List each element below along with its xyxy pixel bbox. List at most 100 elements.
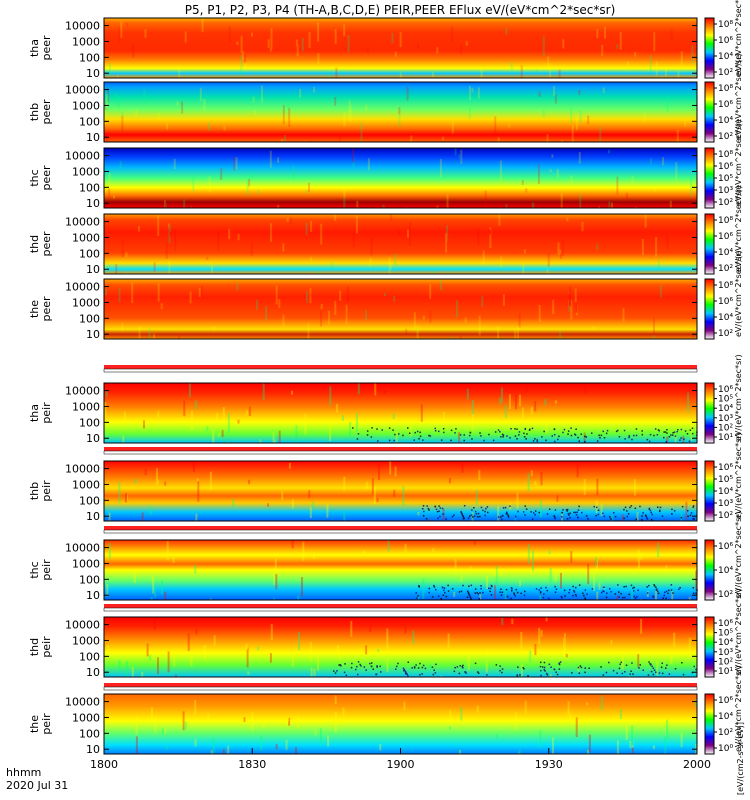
texture-speck <box>195 628 198 635</box>
speck-dot <box>602 590 604 592</box>
speck-dot <box>540 661 542 664</box>
separator-red <box>104 604 697 608</box>
texture-speck <box>133 569 136 583</box>
speck-dot <box>558 668 561 670</box>
texture-speck <box>608 201 611 208</box>
separator-white <box>103 368 698 373</box>
texture-speck <box>374 383 377 396</box>
texture-speck <box>570 107 573 124</box>
texture-speck <box>475 489 478 505</box>
texture-speck <box>399 72 402 78</box>
panel-label-product: peer <box>40 99 53 125</box>
speck-dot <box>517 666 519 668</box>
speck-dot <box>603 590 605 593</box>
speck-dot <box>687 515 689 518</box>
speck-dot <box>524 505 526 507</box>
texture-speck <box>355 215 358 234</box>
texture-speck <box>539 595 542 600</box>
speck-dot <box>641 515 643 517</box>
texture-speck <box>399 32 402 48</box>
speck-dot <box>469 515 471 517</box>
texture-speck <box>578 152 581 164</box>
texture-speck <box>442 136 445 141</box>
speck-dot <box>548 663 551 666</box>
texture-speck <box>309 507 312 518</box>
texture-speck <box>217 230 220 251</box>
texture-speck <box>195 513 198 521</box>
texture-speck <box>489 227 492 249</box>
speck-dot <box>550 666 552 668</box>
speck-dot <box>421 666 424 669</box>
bottom-colorbar-label: [eV/(cm2-s-sr-eV)] <box>736 722 745 795</box>
speck-dot <box>658 672 661 674</box>
y-tick-label: 10 <box>86 510 100 523</box>
colorbar-unit-label: eV/(eV*cm^2*sec*sr) <box>734 0 743 76</box>
speck-dot <box>584 667 586 669</box>
texture-speck <box>104 111 107 123</box>
speck-dot <box>479 432 481 434</box>
texture-speck <box>156 468 158 486</box>
texture-speck <box>665 731 668 739</box>
speck-dot <box>376 665 378 667</box>
panel-label-probe: tha <box>28 404 41 422</box>
y-tick-label: 10 <box>86 432 100 445</box>
speck-dot <box>595 514 597 517</box>
y-tick-label: 1000 <box>72 165 100 178</box>
texture-speck <box>250 170 253 178</box>
y-tick-label: 10000 <box>65 619 100 632</box>
speck-dot <box>672 592 674 594</box>
speck-dot <box>687 510 689 512</box>
speck-dot <box>615 430 618 433</box>
texture-speck <box>285 719 288 726</box>
speck-dot <box>661 672 664 675</box>
texture-speck <box>195 400 197 410</box>
texture-speck <box>505 28 508 35</box>
texture-speck <box>587 750 589 754</box>
speck-dot <box>623 508 625 511</box>
speck-dot <box>411 667 413 669</box>
speck-dot <box>580 666 583 669</box>
texture-speck <box>394 253 397 266</box>
colorbar <box>704 460 715 522</box>
texture-speck <box>327 310 330 325</box>
texture-speck <box>540 472 543 486</box>
panel-thd-peer: 10 100 1000 10000 thd peer 10⁸ 10⁶ 10⁴ 10² eV/(eV*… <box>28 185 743 276</box>
texture-speck <box>154 586 157 598</box>
speck-dot <box>490 594 493 596</box>
colorbar-tick-label: 10⁶ <box>718 162 733 172</box>
speck-dot <box>492 439 495 442</box>
texture-speck <box>530 470 533 476</box>
texture-speck <box>269 653 272 663</box>
texture-speck <box>227 413 230 434</box>
speck-dot <box>654 428 657 430</box>
speck-dot <box>630 670 632 672</box>
colorbar-tick-label: 10⁸ <box>718 20 733 30</box>
speck-dot <box>392 429 394 431</box>
texture-speck <box>552 299 555 315</box>
speck-dot <box>646 592 649 594</box>
speck-dot <box>489 590 491 593</box>
texture-speck <box>548 550 551 555</box>
texture-speck <box>616 595 619 600</box>
texture-speck <box>447 633 450 648</box>
speck-dot <box>443 589 445 592</box>
speck-dot <box>637 589 639 592</box>
texture-speck <box>409 221 412 229</box>
texture-speck <box>331 261 334 270</box>
panel-frame <box>103 81 698 143</box>
texture-speck <box>649 205 652 208</box>
texture-speck <box>126 22 129 27</box>
texture-speck <box>378 464 380 480</box>
texture-speck <box>190 206 193 208</box>
texture-speck <box>302 541 305 561</box>
texture-speck <box>343 476 346 491</box>
texture-speck <box>298 632 300 651</box>
texture-speck <box>141 672 144 677</box>
speck-dot <box>657 506 659 508</box>
panel-frame <box>103 460 698 522</box>
texture-speck <box>665 66 667 77</box>
texture-speck <box>209 598 212 600</box>
texture-speck <box>269 150 272 168</box>
y-tick-label: 100 <box>79 312 100 325</box>
texture-speck <box>643 113 646 122</box>
